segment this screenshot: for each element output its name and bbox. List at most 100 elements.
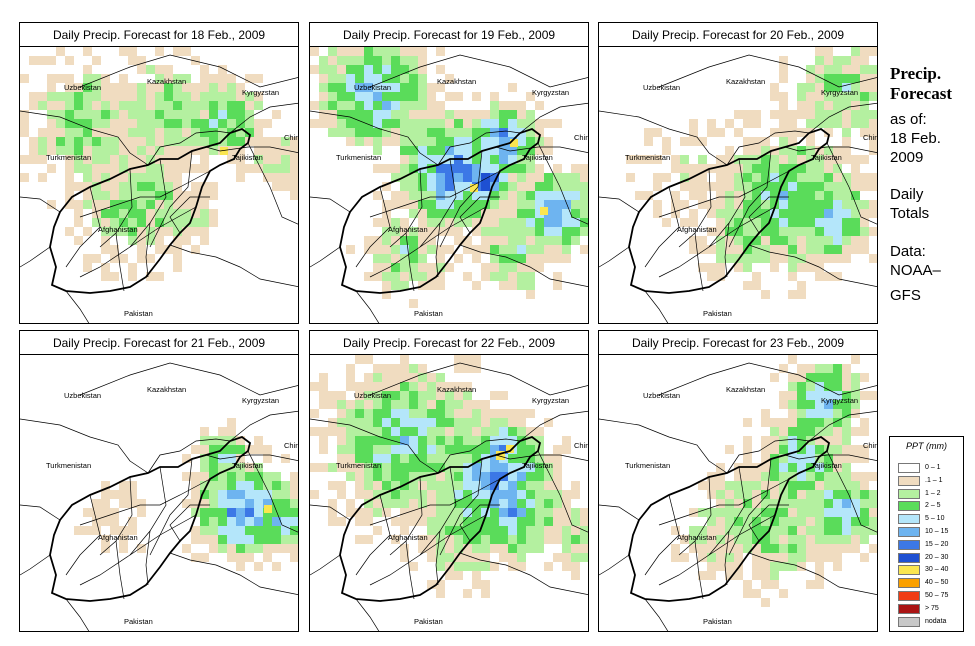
- precip-cell: [824, 463, 833, 472]
- precip-cell: [770, 418, 779, 427]
- country-label-china: China: [284, 133, 298, 142]
- precip-cell: [436, 254, 445, 263]
- precip-cell: [119, 47, 128, 56]
- precip-cell: [553, 499, 562, 508]
- precip-cell: [38, 101, 47, 110]
- country-label-china: China: [284, 441, 298, 450]
- precip-cell: [92, 508, 101, 517]
- precip-cell: [164, 209, 173, 218]
- legend-swatch: [898, 591, 920, 601]
- precip-cell: [571, 200, 580, 209]
- precip-cell: [734, 164, 743, 173]
- precip-cell: [254, 164, 263, 173]
- precip-cell: [128, 83, 137, 92]
- precip-cell: [698, 200, 707, 209]
- precip-cell: [346, 110, 355, 119]
- precip-cell: [526, 409, 535, 418]
- precip-cell: [218, 472, 227, 481]
- precip-cell: [806, 137, 815, 146]
- precip-cell: [571, 227, 580, 236]
- precip-cell: [29, 101, 38, 110]
- precip-cell: [472, 227, 481, 236]
- precip-cell: [454, 418, 463, 427]
- precip-cell: [173, 245, 182, 254]
- precip-cell: [173, 74, 182, 83]
- country-border: [205, 454, 298, 461]
- country-border: [20, 504, 61, 521]
- precip-cell: [553, 164, 562, 173]
- precip-cell: [65, 83, 74, 92]
- precip-cell: [463, 119, 472, 128]
- precip-cell: [382, 436, 391, 445]
- precip-cell: [436, 47, 445, 56]
- precip-cell: [463, 364, 472, 373]
- precip-cell: [770, 92, 779, 101]
- country-label-kyrgyzstan: Kyrgyzstan: [821, 88, 859, 97]
- precip-cell: [20, 110, 29, 119]
- precip-cell: [436, 83, 445, 92]
- precip-cell: [860, 182, 869, 191]
- precip-cell: [245, 164, 254, 173]
- precip-cell: [173, 119, 182, 128]
- precip-cell: [164, 227, 173, 236]
- precip-cell: [164, 119, 173, 128]
- precip-cell: [92, 137, 101, 146]
- precip-cell: [328, 427, 337, 436]
- precip-cell: [254, 92, 263, 101]
- precip-cell: [815, 364, 824, 373]
- precip-cell: [92, 526, 101, 535]
- precip-cell: [346, 445, 355, 454]
- country-label-pakistan: Pakistan: [124, 309, 153, 318]
- precip-cell: [752, 562, 761, 571]
- precip-cell: [779, 427, 788, 436]
- precip-cell: [716, 164, 725, 173]
- precip-cell: [346, 74, 355, 83]
- province-boundary: [79, 478, 211, 526]
- precip-cell: [382, 272, 391, 281]
- precip-cell: [508, 254, 517, 263]
- precip-cell: [508, 263, 517, 272]
- precip-cell: [128, 173, 137, 182]
- precip-cell: [535, 119, 544, 128]
- precip-cell: [272, 535, 281, 544]
- precip-cell: [101, 119, 110, 128]
- precip-cell: [526, 155, 535, 164]
- precip-cell: [346, 472, 355, 481]
- precip-cell: [815, 218, 824, 227]
- precip-cell: [544, 490, 553, 499]
- precip-cell: [553, 517, 562, 526]
- precip-cell: [860, 499, 869, 508]
- precip-cell: [364, 427, 373, 436]
- precip-cell: [47, 128, 56, 137]
- precip-cell: [191, 128, 200, 137]
- precip-cell: [173, 263, 182, 272]
- precip-cell: [20, 173, 29, 182]
- precip-cell: [526, 209, 535, 218]
- precip-cell: [427, 526, 436, 535]
- precip-cell: [409, 92, 418, 101]
- precip-cell: [454, 445, 463, 454]
- precip-cell: [382, 137, 391, 146]
- precip-cell: [761, 526, 770, 535]
- precip-cell: [508, 101, 517, 110]
- precip-cell: [526, 146, 535, 155]
- precip-cell: [281, 535, 290, 544]
- legend-swatch: [898, 463, 920, 473]
- precip-cell: [761, 508, 770, 517]
- precip-cell: [707, 544, 716, 553]
- precip-cell: [770, 182, 779, 191]
- precip-cell: [851, 200, 860, 209]
- precip-cell: [725, 164, 734, 173]
- precip-cell: [319, 65, 328, 74]
- precip-cell: [815, 254, 824, 263]
- precip-cell: [797, 400, 806, 409]
- country-label-turkmenistan: Turkmenistan: [46, 153, 92, 162]
- precip-cell: [788, 463, 797, 472]
- precip-cell: [328, 92, 337, 101]
- precip-cell: [191, 245, 200, 254]
- precip-cell: [445, 263, 454, 272]
- precip-cell: [128, 92, 137, 101]
- precip-cell: [110, 517, 119, 526]
- precip-cell: [400, 47, 409, 56]
- precip-cell: [391, 218, 400, 227]
